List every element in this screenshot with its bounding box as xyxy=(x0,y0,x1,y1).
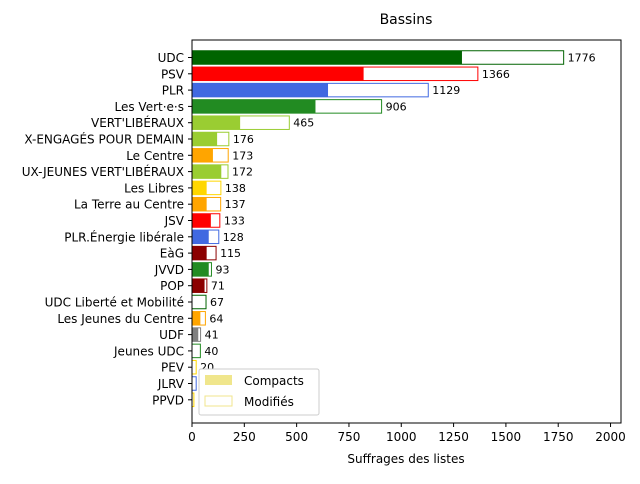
legend-label: Modifiés xyxy=(244,395,294,409)
legend-label: Compacts xyxy=(244,374,304,388)
y-tick-label: PEV xyxy=(161,361,185,375)
data-label: 71 xyxy=(211,280,225,293)
chart-title: Bassins xyxy=(380,12,433,28)
bar-compacts xyxy=(192,213,211,228)
y-tick-label: PSV xyxy=(161,67,185,81)
x-tick-label: 2000 xyxy=(595,430,626,444)
legend: Compacts Modifiés xyxy=(198,368,320,416)
data-label: 128 xyxy=(223,231,244,244)
x-axis-label: Suffrages des listes xyxy=(347,452,464,466)
x-tick-label: 250 xyxy=(233,430,256,444)
plot-frame xyxy=(191,39,622,424)
y-tick-label: Les Jeunes du Centre xyxy=(57,312,184,326)
data-label: 115 xyxy=(220,247,241,260)
y-tick-label: UDC Liberté et Mobilité xyxy=(45,296,184,310)
x-tick-label: 1750 xyxy=(543,430,574,444)
y-tick-label: PLR xyxy=(162,84,184,98)
bar-compacts xyxy=(192,148,213,163)
bar-compacts xyxy=(192,50,462,65)
y-tick-label: X-ENGAGÉS POUR DEMAIN xyxy=(24,132,184,147)
y-tick-label: Les Vert·e·s xyxy=(115,100,185,114)
bar-compacts xyxy=(192,132,218,146)
y-tick-label: Les Libres xyxy=(124,181,184,195)
data-label: 64 xyxy=(209,312,223,325)
data-label: 1776 xyxy=(568,52,596,65)
y-tick-label: UDF xyxy=(159,328,184,342)
data-label: 906 xyxy=(386,100,407,113)
x-tick-label: 1500 xyxy=(491,430,522,444)
x-tick-label: 1250 xyxy=(438,430,469,444)
data-label: 1366 xyxy=(482,68,510,81)
y-tick-label: La Terre au Centre xyxy=(74,198,184,212)
bar-compacts xyxy=(192,278,205,293)
y-tick-label: JVVD xyxy=(154,263,184,277)
data-label: 40 xyxy=(204,345,218,358)
bars-group: 1776 1366 1129 906 465 176 173 172 138 137 133 128 1… xyxy=(191,50,596,408)
y-tick-label: POP xyxy=(160,279,184,293)
y-tick-label: UDC xyxy=(158,51,184,65)
data-label: 176 xyxy=(233,133,254,146)
data-label: 41 xyxy=(205,329,219,342)
x-tick-label: 750 xyxy=(337,430,360,444)
data-label: 173 xyxy=(232,149,253,162)
x-tick-label: 500 xyxy=(285,430,308,444)
bar-compacts xyxy=(192,327,199,342)
data-label: 172 xyxy=(232,166,253,179)
y-tick-label: PLR.Énergie libérale xyxy=(64,229,184,244)
bar-compacts xyxy=(192,181,207,195)
data-label: 465 xyxy=(293,117,314,130)
y-tick-label: UX-JEUNES VERT'LIBÉRAUX xyxy=(22,164,184,179)
data-label: 138 xyxy=(225,182,246,195)
bar-compacts xyxy=(192,67,364,81)
y-tick-label: Le Centre xyxy=(126,149,184,163)
x-tick-label: 0 xyxy=(188,430,196,444)
y-tick-label: JLRV xyxy=(157,377,185,391)
bar-compacts xyxy=(192,83,329,97)
x-tick-label: 1000 xyxy=(386,430,417,444)
data-label: 137 xyxy=(225,198,246,211)
y-tick-label: EàG xyxy=(160,247,184,261)
y-tick-label: PPVD xyxy=(152,393,184,407)
legend-swatch-outline xyxy=(204,395,233,407)
legend-swatch-filled xyxy=(205,375,232,385)
data-label: 67 xyxy=(210,296,224,309)
bar-compacts xyxy=(192,311,201,326)
bar-compacts xyxy=(192,262,209,277)
bar-compacts xyxy=(192,164,222,179)
bar-compacts xyxy=(192,99,316,114)
bar-compacts xyxy=(192,246,207,260)
data-label: 1129 xyxy=(432,84,460,97)
data-label: 133 xyxy=(224,215,245,228)
bar-compacts xyxy=(192,230,209,244)
data-label: 93 xyxy=(215,263,229,276)
bar-compacts xyxy=(192,115,241,130)
y-tick-label: VERT'LIBÉRAUX xyxy=(91,115,184,130)
y-tick-label: JSV xyxy=(164,214,185,228)
y-tick-label: Jeunes UDC xyxy=(113,344,184,358)
bar-compacts xyxy=(192,197,207,211)
